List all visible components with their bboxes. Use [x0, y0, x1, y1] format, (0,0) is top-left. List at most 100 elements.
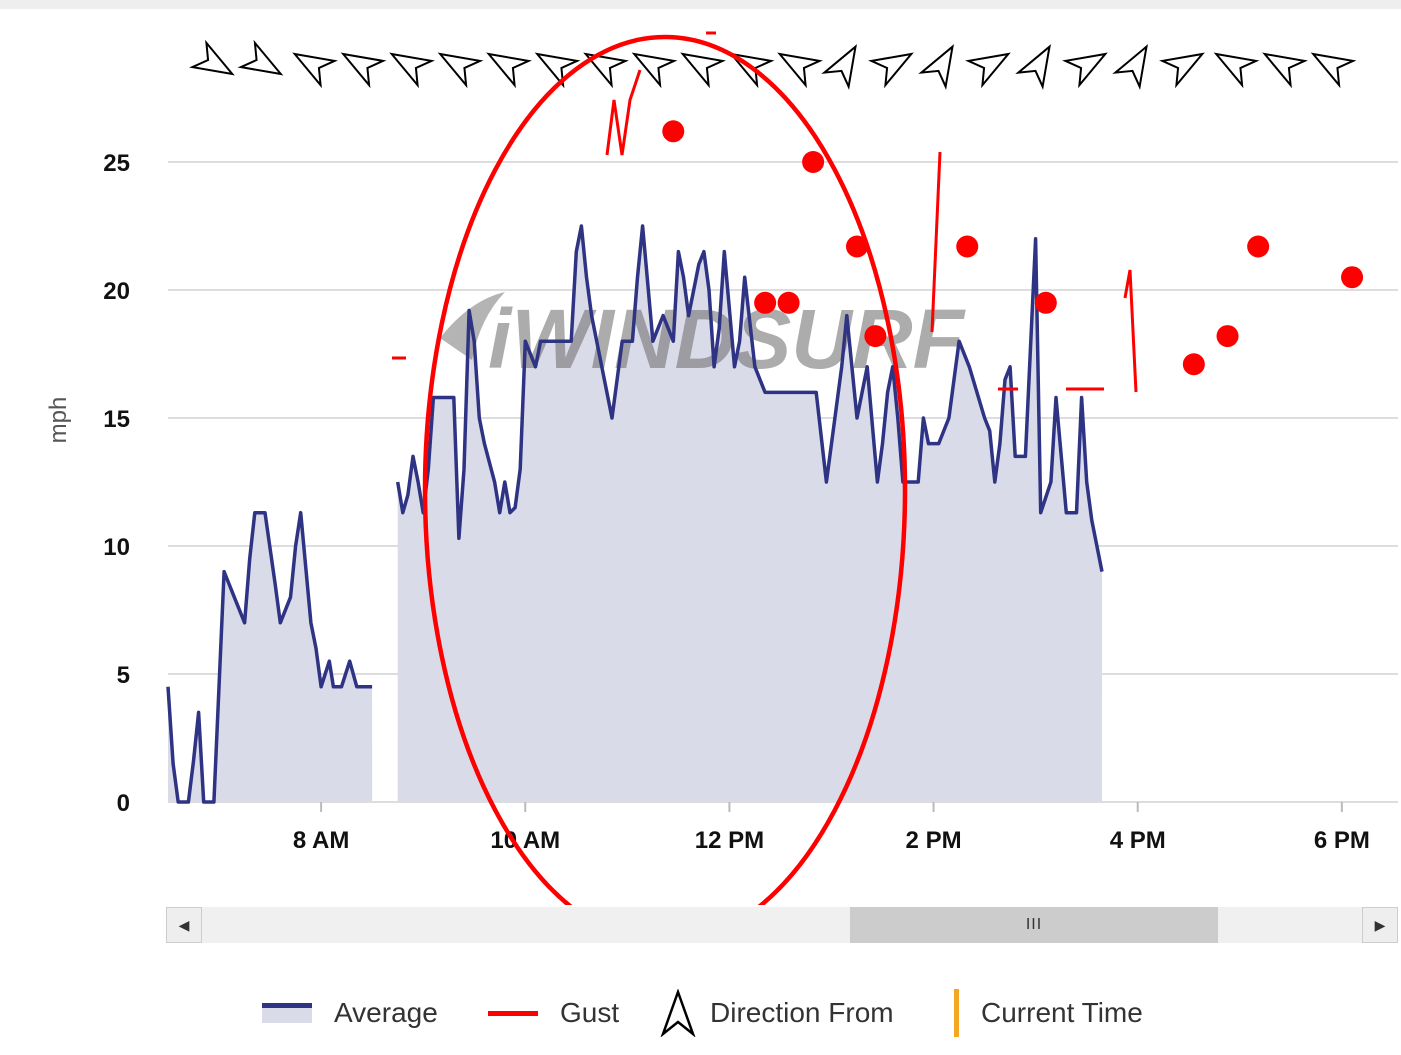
direction-arrow — [631, 52, 678, 89]
gust-point — [956, 235, 979, 258]
direction-arrow-shape — [1213, 52, 1260, 89]
legend-direction[interactable]: Direction From — [660, 989, 894, 1037]
gust-point — [1216, 325, 1239, 348]
x-tick-label: 4 PM — [1110, 827, 1166, 854]
direction-arrow — [868, 52, 914, 89]
direction-arrow-icon — [660, 989, 696, 1037]
wind-chart: mph 0 5 10 15 20 25 8 AM 10 AM 12 PM 2 PM 4 PM 6 P… — [45, 31, 1398, 905]
direction-arrow — [1015, 44, 1051, 90]
average-area-segment — [168, 512, 373, 802]
direction-arrow-shape — [1015, 44, 1051, 90]
thumb-grip: III — [1025, 916, 1043, 933]
direction-arrow-shape — [292, 52, 338, 89]
top-bar — [0, 0, 1401, 9]
direction-arrow-shape — [821, 44, 857, 90]
gust-point — [777, 291, 800, 314]
direction-arrow-shape — [486, 52, 532, 89]
y-tick-label: 0 — [117, 790, 130, 817]
direction-arrow — [1310, 52, 1357, 89]
gust-point — [1034, 291, 1057, 314]
gust-point — [1247, 235, 1270, 258]
x-tick-label: 8 AM — [293, 827, 349, 854]
direction-arrow-shape — [237, 39, 284, 76]
right-arrow-icon: ▶ — [1374, 916, 1386, 933]
direction-arrow — [189, 39, 235, 76]
scroll-thumb[interactable]: III — [850, 907, 1218, 943]
direction-arrow-shape — [918, 44, 954, 90]
direction-arrow-shape — [1310, 52, 1357, 89]
gust-spike — [930, 151, 942, 333]
direction-arrow-shape — [583, 52, 629, 89]
grid-lines — [168, 161, 1398, 803]
x-tick-label: 6 PM — [1314, 827, 1370, 854]
average-line — [166, 224, 1104, 804]
gust-point — [662, 120, 685, 143]
average-area — [168, 226, 1102, 802]
direction-arrow — [237, 39, 284, 76]
direction-arrow — [437, 52, 484, 89]
legend-gust[interactable]: Gust — [488, 990, 619, 1036]
direction-arrow — [965, 52, 1011, 89]
direction-arrow-shape — [777, 52, 823, 89]
iwindsurf-watermark: iWINDSURF — [440, 292, 967, 386]
gust-swatch — [488, 1010, 538, 1016]
y-tick-labels: 0 5 10 15 20 25 — [103, 150, 130, 817]
direction-arrow-shape — [437, 52, 484, 89]
y-axis-title: mph — [45, 397, 72, 444]
x-tick-label: 10 AM — [490, 827, 560, 854]
direction-arrow — [583, 52, 629, 89]
direction-arrow — [821, 44, 857, 90]
y-tick-label: 20 — [103, 278, 130, 305]
left-arrow-icon: ◀ — [178, 916, 190, 933]
direction-arrow — [777, 52, 823, 89]
gust-dashes — [392, 31, 1138, 393]
scroll-left-button[interactable]: ◀ — [166, 907, 202, 943]
y-tick-label: 25 — [103, 150, 130, 177]
gust-spike — [605, 69, 642, 156]
chart-scrollbar[interactable]: ◀ III ▶ — [166, 907, 1398, 943]
direction-arrow — [918, 44, 954, 90]
direction-arrow-shape — [1062, 52, 1108, 89]
direction-arrow — [680, 52, 726, 89]
highlight-ellipse — [422, 34, 908, 905]
direction-arrow-shape — [389, 52, 435, 89]
direction-arrow-shape — [1262, 52, 1308, 89]
current-time-swatch — [954, 989, 959, 1037]
direction-arrow — [1159, 52, 1205, 89]
direction-arrow-shape — [680, 52, 726, 89]
direction-arrow-shape — [868, 52, 914, 89]
legend-direction-label: Direction From — [710, 997, 894, 1028]
legend-gust-label: Gust — [560, 997, 620, 1028]
legend-current-time-label: Current Time — [981, 997, 1143, 1028]
gust-points — [662, 120, 1364, 376]
y-tick-label: 10 — [103, 534, 130, 561]
x-tick-label: 12 PM — [695, 827, 764, 854]
gust-point — [754, 291, 777, 314]
average-line-segment — [166, 510, 373, 804]
direction-arrow — [292, 52, 338, 89]
scroll-right-button[interactable]: ▶ — [1362, 907, 1398, 943]
legend-average-label: Average — [334, 997, 438, 1028]
y-tick-label: 5 — [117, 662, 130, 689]
direction-arrow — [1062, 52, 1108, 89]
direction-arrow-shape — [340, 52, 387, 89]
direction-arrow-shape — [631, 52, 678, 89]
average-line-segment — [395, 224, 1104, 572]
direction-arrow-shape — [965, 52, 1011, 89]
direction-arrow — [340, 52, 387, 89]
average-area-segment — [397, 226, 1102, 802]
legend-average[interactable]: Average — [262, 990, 438, 1036]
legend-current-time[interactable]: Current Time — [954, 989, 1143, 1037]
gust-point — [1182, 353, 1205, 376]
direction-arrow-shape — [1159, 52, 1205, 89]
direction-arrows — [189, 39, 1357, 90]
direction-arrow-shape — [189, 39, 235, 76]
direction-arrow — [534, 52, 581, 89]
direction-arrow — [1112, 44, 1148, 90]
direction-arrow — [389, 52, 435, 89]
gust-point — [864, 325, 887, 348]
gust-point — [802, 151, 825, 173]
direction-arrow — [1213, 52, 1260, 89]
direction-arrow-shape — [534, 52, 581, 89]
chart-legend: Average Gust Direction From Current Time — [0, 989, 1401, 1040]
